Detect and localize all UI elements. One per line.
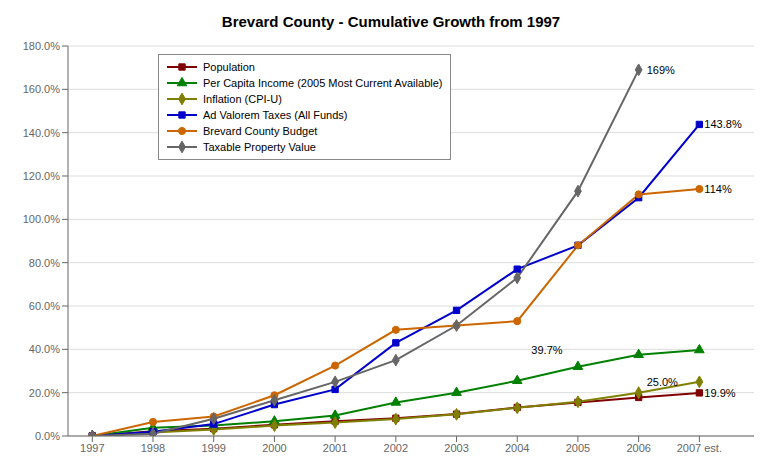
svg-text:80.0%: 80.0%: [29, 257, 60, 269]
svg-text:2007 est.: 2007 est.: [677, 442, 722, 454]
html-text:Per Capita Income (2005 Most C: Per Capita Income (2005 Most Current Ava…: [203, 77, 443, 89]
svg-text:60.0%: 60.0%: [29, 300, 60, 312]
svg-text:2004: 2004: [505, 442, 529, 454]
svg-text:25.0%: 25.0%: [647, 376, 678, 388]
svg-text:2001: 2001: [323, 442, 347, 454]
svg-text:100.0%: 100.0%: [23, 213, 61, 225]
svg-text:160.0%: 160.0%: [23, 83, 61, 95]
svg-text:2006: 2006: [626, 442, 650, 454]
svg-text:169%: 169%: [647, 64, 675, 76]
svg-text:39.7%: 39.7%: [531, 344, 562, 356]
svg-text:40.0%: 40.0%: [29, 343, 60, 355]
svg-text:2002: 2002: [384, 442, 408, 454]
svg-text:120.0%: 120.0%: [23, 170, 61, 182]
html-text:Taxable Property Value: Taxable Property Value: [203, 141, 316, 153]
svg-text:1999: 1999: [201, 442, 225, 454]
svg-text:180.0%: 180.0%: [23, 40, 61, 52]
svg-text:1998: 1998: [141, 442, 165, 454]
svg-text:2000: 2000: [262, 442, 286, 454]
html-text:Brevard County - Cumulative Gr: Brevard County - Cumulative Growth from …: [221, 13, 561, 30]
svg-text:114%: 114%: [704, 183, 732, 195]
svg-text:20.0%: 20.0%: [29, 387, 60, 399]
svg-text:140.0%: 140.0%: [23, 127, 61, 139]
html-text:Inflation (CPI-U): Inflation (CPI-U): [203, 93, 282, 105]
html-text:Population: Population: [203, 61, 255, 73]
svg-text:19.9%: 19.9%: [704, 387, 735, 399]
svg-text:143.8%: 143.8%: [704, 118, 742, 130]
svg-text:1997: 1997: [80, 442, 104, 454]
html-text:Brevard County Budget: Brevard County Budget: [203, 125, 318, 137]
html-text:Ad Valorem Taxes (All Funds): Ad Valorem Taxes (All Funds): [203, 109, 348, 121]
svg-text:2003: 2003: [444, 442, 468, 454]
svg-text:2005: 2005: [566, 442, 590, 454]
svg-text:0.0%: 0.0%: [35, 430, 60, 442]
